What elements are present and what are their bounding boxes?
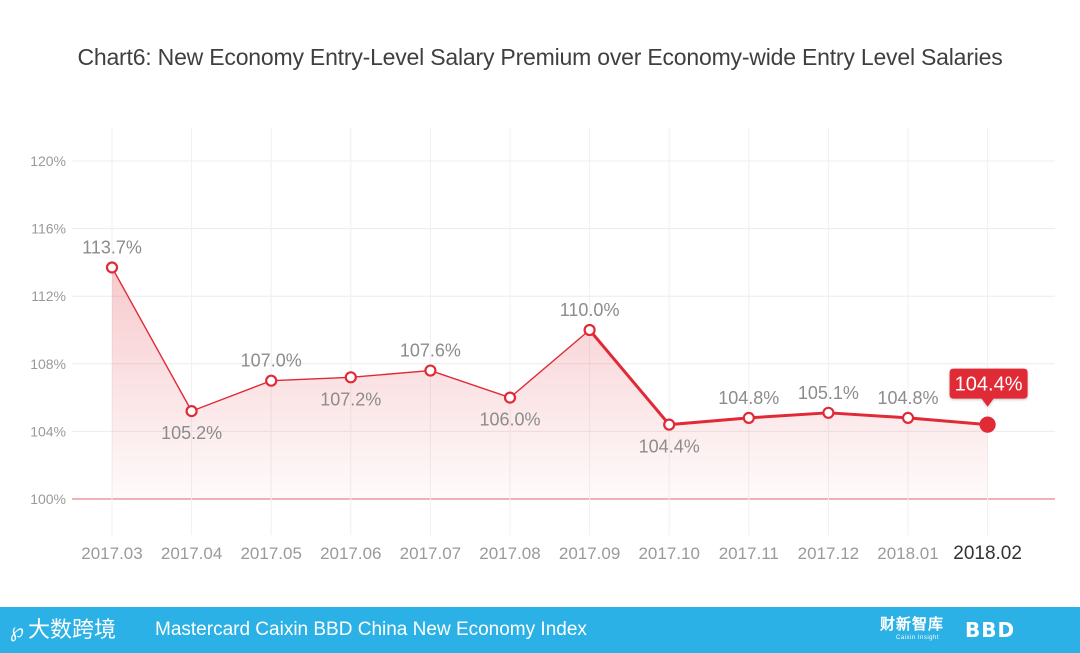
index-name: Mastercard Caixin BBD China New Economy … (155, 619, 587, 640)
data-point (663, 418, 676, 431)
x-tick-label: 2017.09 (559, 544, 620, 563)
y-tick-label: 100% (30, 491, 66, 507)
footer-logo: ℘ 大数跨境 (10, 615, 116, 645)
y-tick-label: 112% (31, 288, 66, 304)
y-tick-label: 116% (31, 221, 66, 237)
series-line-segment (588, 328, 671, 427)
x-tick-label: 2017.11 (719, 544, 779, 563)
data-label: 104.4% (639, 437, 700, 457)
y-axis: 100% 104% 108% 112% 116% 120% (30, 153, 66, 507)
series-area (112, 267, 988, 499)
series-line-segment (667, 416, 751, 427)
data-label: 106.0% (479, 410, 540, 430)
data-point (344, 371, 357, 384)
x-axis: 2017.03 2017.04 2017.05 2017.06 2017.07 2017.… (81, 543, 1022, 564)
data-label: 107.2% (320, 389, 381, 409)
data-label: 110.0% (560, 300, 620, 320)
line-chart: 100%104%108%112%116%120% 2017.03 2017.04 2… (30, 128, 1055, 564)
caixin-logo: 财新智库 (880, 616, 945, 633)
data-point (822, 406, 835, 419)
x-tick-label: 2018.02 (953, 543, 1022, 564)
data-point (901, 411, 915, 424)
series-line-segment (747, 411, 830, 420)
caixin-logo-sub: Caixin Insight (896, 635, 940, 641)
chart-title: Chart6: New Economy Entry-Level Salary P… (77, 44, 1003, 70)
x-tick-label: 2017.04 (161, 544, 222, 563)
x-tick-label: 2017.03 (81, 544, 142, 563)
series-line-segment (111, 266, 193, 412)
data-labels: 113.7% 105.2% 107.0% 107.2% 107.6% 106.0% 110.… (82, 237, 1028, 457)
data-point (742, 411, 755, 424)
series-line-segment (906, 416, 990, 427)
data-label: 105.1% (798, 383, 859, 403)
data-point (265, 374, 278, 387)
data-point (503, 391, 517, 404)
data-point (105, 261, 119, 274)
footer-logo-text: 大数跨境 (27, 617, 116, 642)
y-tick-label: 120% (30, 153, 66, 169)
series-line-segment (429, 369, 511, 399)
x-tick-label: 2017.10 (638, 544, 699, 563)
footer-bar: ℘ 大数跨境 Mastercard Caixin BBD China New E… (0, 607, 1080, 653)
data-label: 113.7% (82, 237, 142, 257)
y-tick-label: 108% (30, 356, 66, 372)
series-line-segment (350, 369, 432, 379)
bbd-logo: BBD (965, 618, 1016, 642)
series-line-segment (270, 376, 352, 382)
data-point (185, 405, 198, 418)
data-point (424, 364, 437, 377)
data-label: 105.2% (161, 423, 222, 443)
data-label: 107.6% (400, 341, 461, 361)
x-tick-label: 2017.05 (240, 544, 301, 563)
series-line-segment (190, 380, 272, 412)
x-tick-label: 2017.12 (798, 544, 859, 563)
x-tick-label: 2017.07 (400, 544, 461, 563)
data-label: 107.0% (241, 351, 302, 371)
series (105, 261, 996, 499)
data-label: 104.8% (877, 388, 938, 408)
series-line-segment (509, 329, 591, 399)
data-label: 104.4% (955, 374, 1023, 396)
x-tick-label: 2017.08 (479, 544, 540, 563)
y-tick-label: 104% (30, 423, 66, 439)
highlight-callout (949, 368, 1028, 407)
series-line-segment (826, 411, 910, 420)
x-tick-label: 2018.01 (877, 544, 938, 563)
logo-mark-icon: ℘ (10, 618, 24, 642)
data-label: 104.8% (718, 388, 779, 408)
data-point (583, 323, 596, 337)
data-point (979, 416, 996, 433)
x-tick-label: 2017.06 (320, 544, 381, 563)
